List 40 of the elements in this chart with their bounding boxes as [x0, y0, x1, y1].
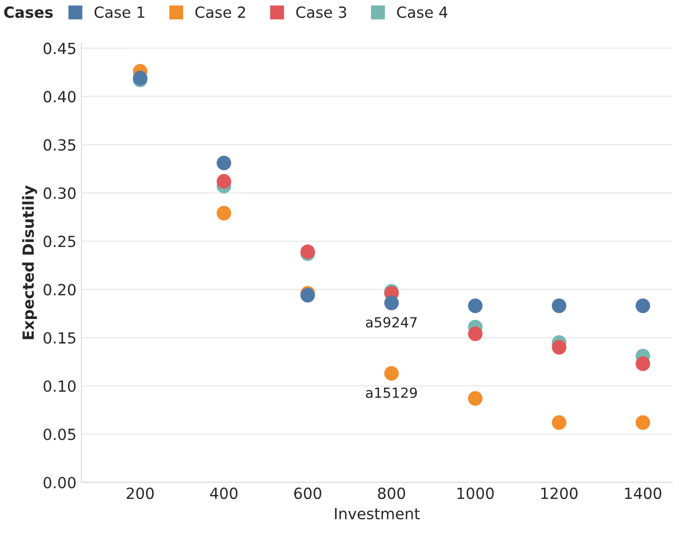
legend-label: Case 1 [94, 6, 144, 18]
annotation: a59247 [366, 317, 417, 328]
x-tick-label: 1200 [541, 488, 578, 500]
y-tick-label: 0.45 [44, 42, 76, 54]
legend-label: Case 4 [397, 6, 448, 18]
x-axis-title: Investment [335, 508, 420, 520]
y-tick-label: 0.35 [44, 139, 76, 151]
legend-label: Case 3 [296, 6, 346, 18]
y-tick-label: 0.15 [44, 332, 76, 344]
point [552, 298, 566, 314]
y-tick-label: 0.20 [44, 284, 76, 296]
legend-title: Cases [4, 6, 53, 18]
y-tick-label: 0.05 [44, 428, 76, 440]
y-axis-title: Expected Disutiliy [22, 185, 38, 340]
x-tick-label: 200 [126, 488, 154, 500]
point [636, 415, 650, 430]
x-tick-label: 1000 [458, 488, 494, 500]
legend-label: Case 2 [195, 6, 245, 18]
point [216, 156, 232, 170]
y-tick-label: 0.30 [44, 187, 76, 199]
point [552, 340, 566, 355]
y-tick-label: 0.25 [44, 236, 76, 248]
point [384, 366, 399, 381]
point [468, 298, 483, 314]
point [636, 356, 650, 371]
point [468, 326, 483, 342]
y-tick-label: 0.10 [44, 380, 76, 392]
point [468, 391, 483, 406]
x-tick-label: 1400 [625, 488, 662, 500]
y-tick-label: 0.40 [44, 90, 76, 102]
x-tick-label: 800 [378, 488, 406, 500]
point [384, 296, 399, 310]
point [636, 298, 650, 314]
point [552, 415, 566, 430]
point [216, 206, 232, 220]
point [216, 174, 232, 189]
annotation: a15129 [366, 387, 417, 398]
y-tick-label: 0.00 [44, 476, 76, 488]
x-tick-label: 400 [210, 488, 238, 500]
x-tick-label: 600 [294, 488, 322, 500]
